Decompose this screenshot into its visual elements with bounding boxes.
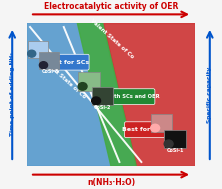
FancyBboxPatch shape	[99, 89, 155, 105]
Text: Valent State of Co: Valent State of Co	[89, 18, 134, 60]
Circle shape	[164, 140, 173, 148]
Text: Valent State of Co: Valent State of Co	[42, 58, 87, 100]
Circle shape	[151, 124, 160, 132]
Text: Electrocatalytic activity of OER: Electrocatalytic activity of OER	[44, 2, 178, 11]
Polygon shape	[103, 23, 195, 166]
Circle shape	[28, 50, 36, 57]
FancyBboxPatch shape	[92, 87, 113, 105]
Polygon shape	[77, 23, 136, 166]
FancyBboxPatch shape	[28, 41, 48, 58]
FancyBboxPatch shape	[40, 52, 59, 69]
FancyBboxPatch shape	[125, 122, 165, 138]
Text: CoSi-3: CoSi-3	[42, 69, 59, 74]
Circle shape	[39, 62, 48, 69]
Text: Best for OER: Best for OER	[122, 127, 167, 132]
Text: Time point of adding NH₃: Time point of adding NH₃	[10, 53, 15, 136]
Text: Specific capacity: Specific capacity	[207, 66, 212, 123]
Text: For both SCs and OER: For both SCs and OER	[95, 94, 159, 99]
FancyBboxPatch shape	[164, 130, 186, 148]
Polygon shape	[27, 23, 136, 166]
Text: CoSi-2: CoSi-2	[94, 105, 111, 110]
FancyBboxPatch shape	[78, 72, 100, 91]
Text: Best for SCs: Best for SCs	[46, 60, 89, 65]
FancyBboxPatch shape	[47, 54, 89, 70]
Circle shape	[92, 97, 101, 105]
Circle shape	[78, 83, 87, 90]
Text: n(NH₃·H₂O): n(NH₃·H₂O)	[87, 178, 135, 187]
FancyBboxPatch shape	[151, 114, 172, 132]
Text: CoSi-1: CoSi-1	[166, 148, 184, 153]
